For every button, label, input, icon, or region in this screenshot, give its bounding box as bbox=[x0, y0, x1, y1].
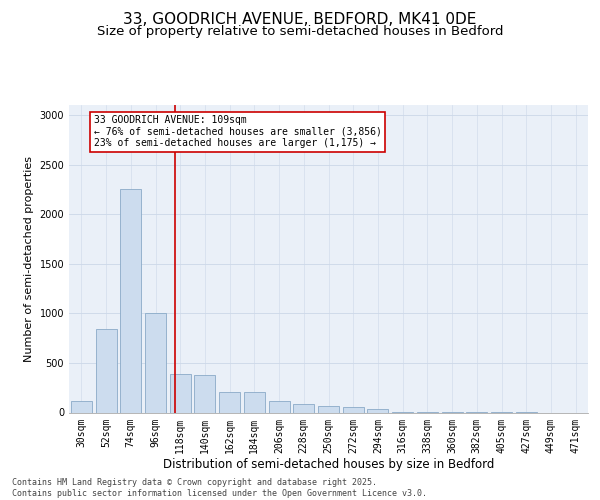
Bar bbox=[343, 407, 364, 412]
Text: Size of property relative to semi-detached houses in Bedford: Size of property relative to semi-detach… bbox=[97, 25, 503, 38]
Bar bbox=[367, 408, 388, 412]
Bar bbox=[269, 400, 290, 412]
X-axis label: Distribution of semi-detached houses by size in Bedford: Distribution of semi-detached houses by … bbox=[163, 458, 494, 471]
Text: 33 GOODRICH AVENUE: 109sqm
← 76% of semi-detached houses are smaller (3,856)
23%: 33 GOODRICH AVENUE: 109sqm ← 76% of semi… bbox=[94, 115, 382, 148]
Text: 33, GOODRICH AVENUE, BEDFORD, MK41 0DE: 33, GOODRICH AVENUE, BEDFORD, MK41 0DE bbox=[124, 12, 476, 28]
Bar bbox=[244, 392, 265, 412]
Bar bbox=[318, 406, 339, 412]
Text: Contains HM Land Registry data © Crown copyright and database right 2025.
Contai: Contains HM Land Registry data © Crown c… bbox=[12, 478, 427, 498]
Y-axis label: Number of semi-detached properties: Number of semi-detached properties bbox=[24, 156, 34, 362]
Bar bbox=[120, 190, 141, 412]
Bar bbox=[71, 400, 92, 412]
Bar bbox=[170, 374, 191, 412]
Bar bbox=[95, 329, 116, 412]
Bar bbox=[293, 404, 314, 412]
Bar bbox=[145, 314, 166, 412]
Bar bbox=[219, 392, 240, 412]
Bar bbox=[194, 375, 215, 412]
